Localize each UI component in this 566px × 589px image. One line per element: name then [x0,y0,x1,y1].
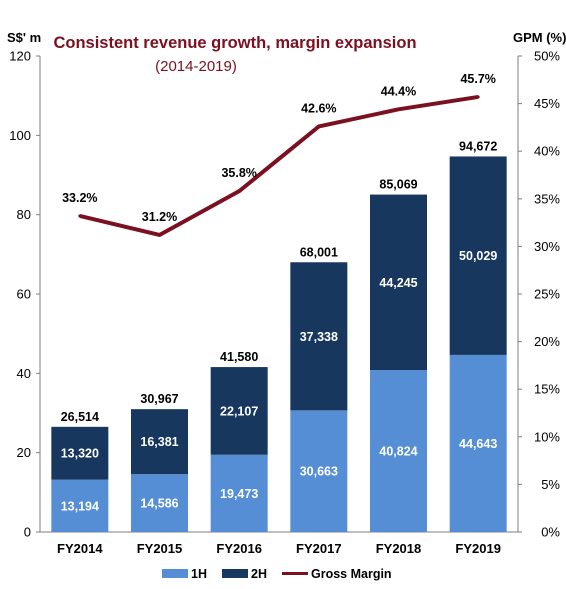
bar-total-label: 68,001 [300,245,338,259]
bar-2h-label: 22,107 [220,404,258,418]
bar-1h-label: 40,824 [379,445,417,459]
bar-1h-fy2016 [210,454,268,532]
legend-swatch-2h [222,569,248,578]
right-tick-label: 20% [534,334,560,349]
bar-2h-label: 13,320 [61,447,99,461]
bar-total-label: 85,069 [379,178,417,192]
right-axis-ticks: 0% 5% 10% 15% 20% 25% 30% 35% 40% 45% 50% [518,49,560,540]
gross-margin-label: 42.6% [301,101,336,115]
right-tick-label: 45% [534,96,560,111]
bar-2h-label: 37,338 [300,330,338,344]
legend-label-2h: 2H [251,567,267,581]
gross-margin-label: 33.2% [62,191,97,205]
left-axis-ticks: 0 20 40 60 80 100 120 [9,49,40,540]
bar-total-label: 26,514 [61,410,99,424]
legend-swatch-1h [162,569,188,578]
bar-2h-fy2019 [449,156,507,355]
right-tick-label: 0% [541,525,560,540]
legend: 1H 2H Gross Margin [162,567,392,581]
gross-margin-point [237,189,241,193]
right-tick-label: 50% [534,49,560,64]
chart-subtitle: (2014-2019) [155,58,237,75]
bar-1h-label: 44,643 [459,437,497,451]
gross-margin-line [79,94,479,237]
bar-2h-label: 50,029 [459,249,497,263]
left-tick-label: 20 [17,445,31,460]
gross-margin-point [476,95,480,99]
bar-1h-fy2018 [370,370,427,532]
left-tick-label: 60 [17,287,31,302]
category-label: FY2014 [57,541,103,556]
category-label: FY2019 [455,541,501,556]
bar-2h-fy2017 [290,262,348,411]
bar-1h-fy2014 [51,479,109,532]
gross-margin-point [317,124,321,128]
category-label: FY2017 [296,541,342,556]
legend-label-gross-margin: Gross Margin [311,567,392,581]
right-axis-unit: GPM (%) [513,30,566,45]
left-tick-label: 120 [9,49,31,64]
category-label: FY2016 [216,541,262,556]
bar-series: 13,194 13,320 26,514 14,586 16,381 30,967 19,4… [51,139,507,532]
bar-1h-fy2017 [290,410,348,532]
right-tick-label: 40% [534,144,560,159]
bar-2h-fy2014 [51,426,109,480]
left-tick-label: 40 [17,366,31,381]
gross-margin-label: 45.7% [460,72,495,86]
bar-2h-fy2016 [210,367,268,455]
right-tick-label: 15% [534,382,560,397]
bar-1h-fy2015 [131,474,188,532]
legend-label-1h: 1H [191,567,207,581]
right-tick-label: 25% [534,287,560,302]
bar-2h-fy2015 [131,409,188,475]
bar-total-label: 41,580 [220,350,258,364]
gross-margin-label: 44.4% [381,84,416,98]
right-tick-label: 10% [534,429,560,444]
bar-1h-label: 13,194 [61,499,99,513]
bar-1h-label: 14,586 [140,497,178,511]
left-tick-label: 0 [24,525,31,540]
gross-margin-point [397,107,400,111]
category-label: FY2018 [376,541,422,556]
bar-2h-label: 44,245 [379,276,417,290]
bar-total-label: 94,672 [459,139,497,153]
chart-title: Consistent revenue growth, margin expans… [53,34,416,52]
left-tick-label: 100 [9,128,31,143]
bar-1h-label: 30,663 [300,465,338,479]
bar-2h-label: 16,381 [140,435,178,449]
right-tick-label: 30% [534,239,560,254]
bar-1h-label: 19,473 [220,487,258,501]
gross-margin-point [78,214,82,218]
category-label: FY2015 [137,541,183,556]
gross-margin-label: 35.8% [221,166,256,180]
bar-1h-fy2019 [449,354,507,532]
left-axis-unit: S$' m [7,30,41,45]
bar-2h-fy2018 [370,194,427,371]
bar-total-label: 30,967 [140,392,178,406]
gross-margin-point [158,233,161,237]
gross-margin-label: 31.2% [142,210,177,224]
category-labels: FY2014 FY2015 FY2016 FY2017 FY2018 FY2019 [57,541,501,556]
right-tick-label: 35% [534,191,560,206]
right-tick-label: 5% [541,477,560,492]
gross-margin-series: 33.2% 31.2% 35.8% 42.6% 44.4% 45.7% [62,72,496,237]
left-tick-label: 80 [17,207,31,222]
